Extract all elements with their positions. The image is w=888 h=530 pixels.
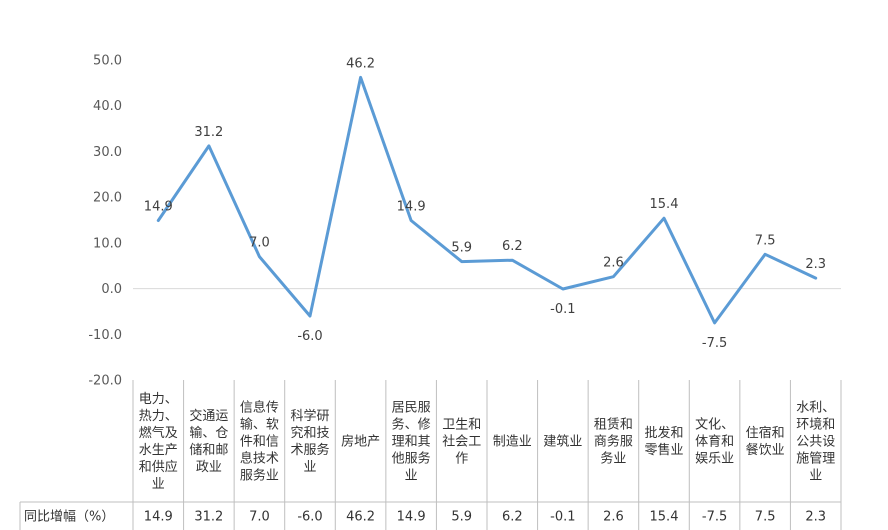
data-labels: 14.9 31.2 7.0 -6.0 46.2 14.9 5.9 6.2 -0.1 2.6 15.4… [144,56,826,350]
data-label: 6.2 [502,239,523,254]
category-labels: 电力、热力、燃气及水生产和供应业交通运输、仓储和邮政业信息传输、软件和信息技术服… [139,392,835,492]
data-label: 46.2 [346,56,375,71]
data-label: 2.3 [805,257,826,272]
y-tick-label: -10.0 [88,328,122,343]
category-label: 住宿和餐饮业 [746,425,785,458]
data-label: 7.0 [249,236,270,251]
category-label: 居民服务、修理和其他服务业 [392,401,431,484]
table-value-cell: 2.3 [805,510,826,525]
table-value-cell: -0.1 [550,510,575,525]
data-label: -0.1 [550,302,575,317]
category-label: 制造业 [493,435,532,450]
y-tick-label: -20.0 [88,374,122,389]
data-label: 14.9 [397,199,426,214]
data-label: 15.4 [650,197,679,212]
y-axis: 50.0 40.0 30.0 20.0 10.0 0.0 -10.0 -20.0 [88,54,122,389]
category-label: 建筑业 [543,434,582,450]
table-value-cell: 7.5 [755,510,776,525]
y-tick-label: 40.0 [93,99,122,114]
category-label: 卫生和社会工作 [442,418,481,467]
data-label: 31.2 [194,125,223,140]
category-label: 租赁和商务服务业 [594,418,633,467]
category-label: 交通运输、仓储和邮政业 [189,408,228,475]
table-value-cell: 15.4 [650,510,679,525]
data-label: -6.0 [297,329,322,344]
series-line-group [156,75,818,325]
table-value-cell: 14.9 [144,510,173,525]
data-label: 14.9 [144,199,173,214]
table-value-cell: 6.2 [502,510,523,525]
y-tick-label: 50.0 [93,54,122,69]
table-value-cell: 5.9 [451,510,472,525]
table-value-cell: 46.2 [346,510,375,525]
category-label: 信息传输、软件和信息技术服务业 [240,400,279,484]
data-table-values: 14.9 31.2 7.0 -6.0 46.2 14.9 5.9 6.2 -0.1 2.6 15.4… [144,510,826,525]
table-value-cell: 14.9 [397,510,426,525]
y-tick-label: 20.0 [93,191,122,206]
category-label: 科学研究和技术服务业 [290,408,329,475]
data-table-grid [19,380,842,530]
table-value-cell: -6.0 [297,510,322,525]
table-value-cell: 31.2 [194,510,223,525]
table-value-cell: -7.5 [702,510,727,525]
series-line [156,75,818,325]
data-label: 5.9 [451,241,472,256]
y-tick-label: 30.0 [93,145,122,160]
data-label: 2.6 [603,256,624,271]
category-label: 房地产 [341,434,380,450]
data-label: -7.5 [702,336,727,351]
y-tick-label: 0.0 [101,282,122,297]
table-value-cell: 7.0 [249,510,270,525]
category-label: 文化、体育和娱乐业 [695,418,734,467]
data-label: 7.5 [755,233,776,248]
table-value-cell: 2.6 [603,510,624,525]
category-label: 电力、热力、燃气及水生产和供应业 [139,392,178,492]
category-label: 水利、环境和公共设施管理业 [796,401,835,484]
table-row-label: 同比增幅（%） [24,510,114,525]
y-tick-label: 10.0 [93,236,122,251]
category-label: 批发和零售业 [644,425,683,458]
